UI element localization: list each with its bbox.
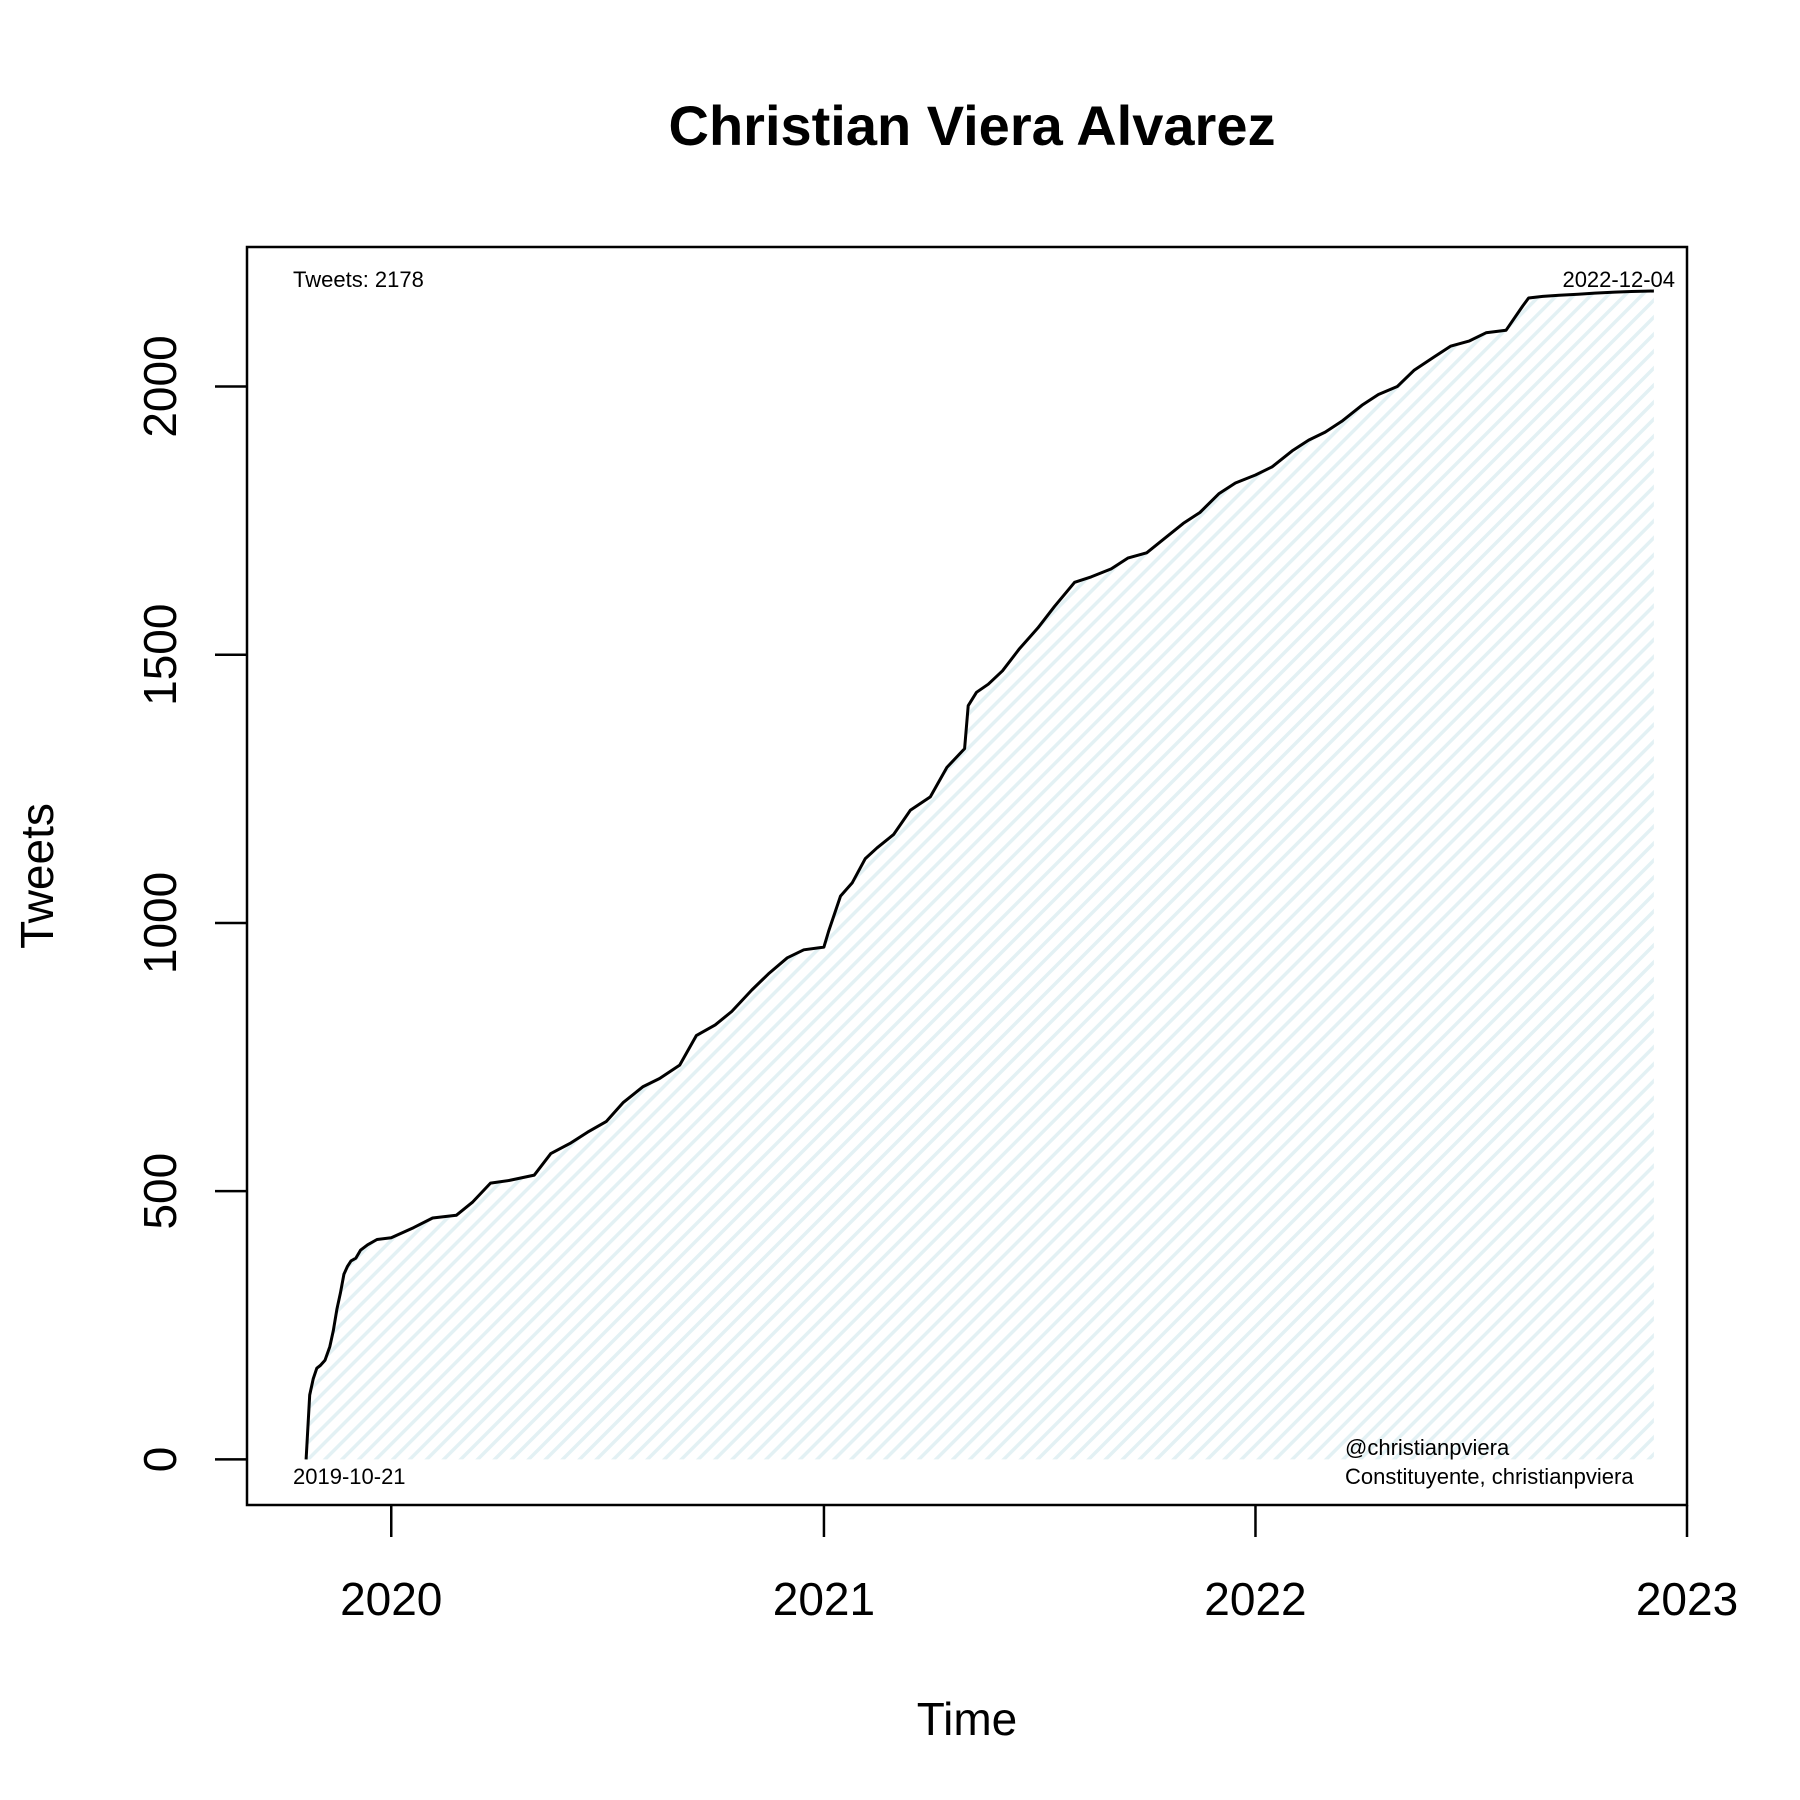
y-tick-label-1000: 1000 [134,872,186,974]
y-axis-label: Tweets [11,803,63,949]
y-tick-label-1500: 1500 [134,604,186,706]
tweet-count-annotation: Tweets: 2178 [293,267,424,292]
y-tick-label-500: 500 [134,1153,186,1230]
x-tick-label-2020: 2020 [340,1573,442,1625]
series-line [304,289,1654,1460]
plot-frame [245,245,1689,1507]
x-axis: 2020 2021 2022 2023 [340,1505,1738,1625]
y-axis: 0 500 1000 1500 2000 [134,335,247,1472]
area-fill [306,291,1654,1460]
chart-title: Christian Viera Alvarez [669,94,1276,157]
y-tick-label-0: 0 [134,1447,186,1473]
x-tick-label-2021: 2021 [773,1573,875,1625]
y-tick-label-2000: 2000 [134,335,186,437]
x-tick-label-2022: 2022 [1204,1573,1306,1625]
end-date-annotation: 2022-12-04 [1562,267,1675,292]
handle-annotation: @christianpviera [1345,1435,1510,1460]
x-axis-label: Time [917,1693,1018,1745]
x-tick-label-2023: 2023 [1636,1573,1738,1625]
start-date-annotation: 2019-10-21 [293,1464,406,1489]
description-annotation: Constituyente, christianpviera [1345,1464,1634,1489]
